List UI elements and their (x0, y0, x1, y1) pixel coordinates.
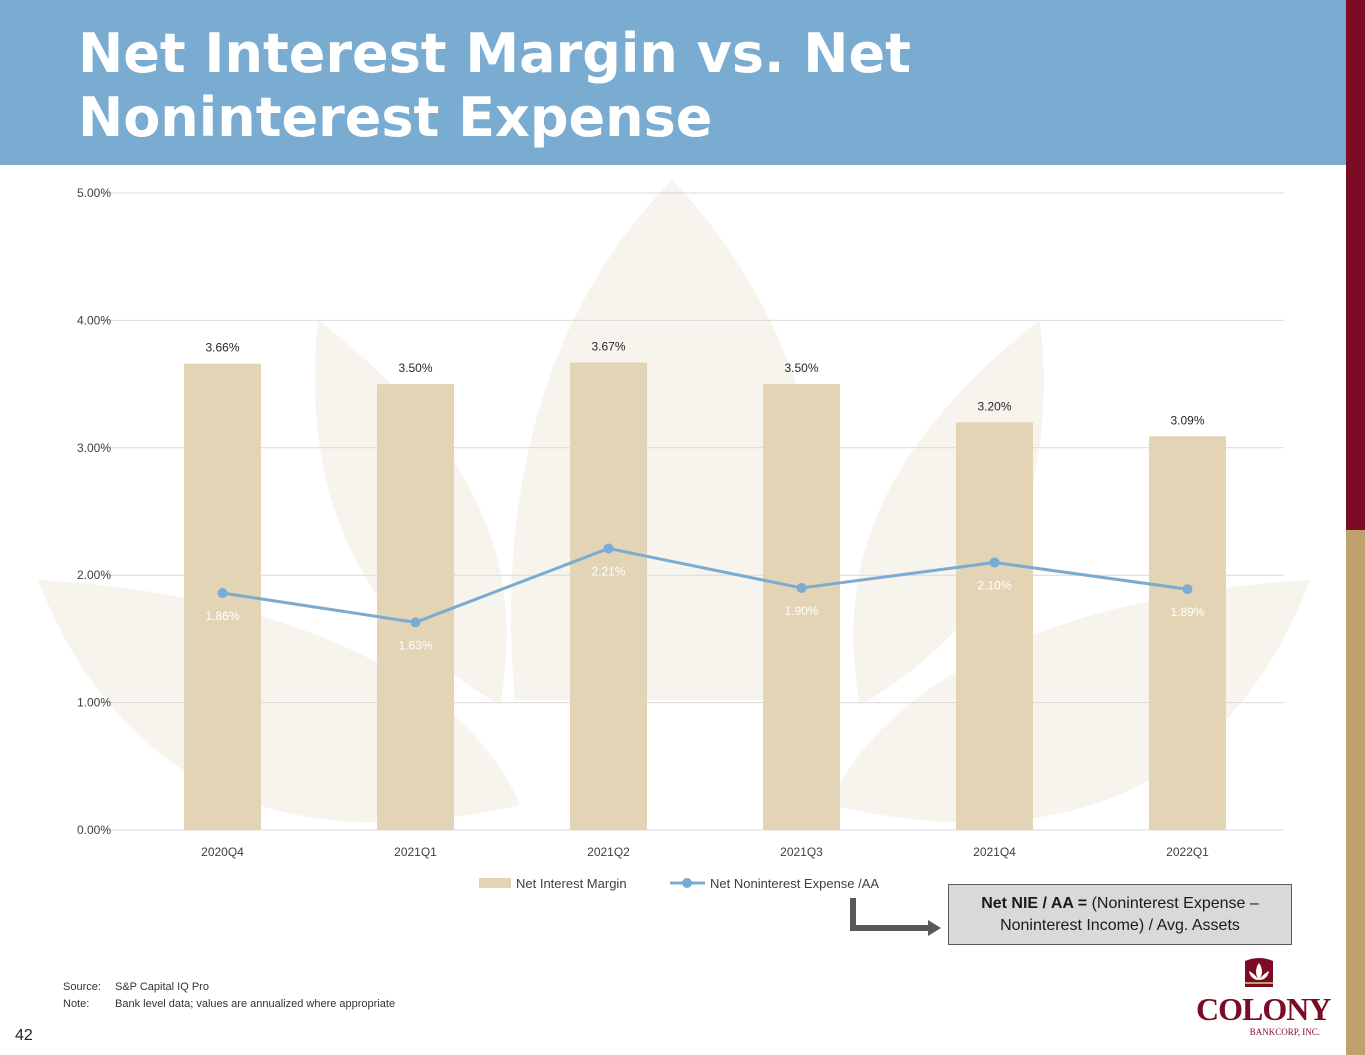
accent-stripe-gold (1346, 530, 1365, 1055)
bar-data-label: 3.67% (591, 339, 625, 353)
lotus-logo-icon (1245, 958, 1273, 987)
x-tick-label: 2021Q2 (587, 845, 630, 859)
legend-swatch-marker (682, 878, 692, 888)
source-key: Source: (63, 981, 101, 993)
bar-data-label: 3.50% (398, 361, 432, 375)
logo-wordmark: COLONY (1196, 991, 1331, 1027)
formula-line2: Noninterest Income) / Avg. Assets (1000, 917, 1240, 934)
line-point (217, 588, 228, 599)
x-tick-label: 2020Q4 (201, 845, 244, 859)
chart: 3.66% 3.50% 3.67% 3.50% 3.20% 3.09% 1.86% 1.63… (38, 180, 1310, 891)
legend-label: Net Noninterest Expense /AA (710, 876, 879, 891)
line-net-noninterest-expense (222, 546, 1188, 624)
bar-net-interest-margin (570, 362, 647, 830)
line-data-label: 2.10% (977, 578, 1011, 592)
logo-subtitle: BANKCORP, INC. (1249, 1027, 1320, 1037)
title-banner: Net Interest Margin vs. Net Noninterest … (0, 0, 1346, 165)
bar-data-label: 3.50% (784, 361, 818, 375)
x-tick-label: 2021Q3 (780, 845, 823, 859)
bar-net-interest-margin (377, 384, 454, 830)
line-point (796, 582, 807, 593)
page-number: 42 (15, 1027, 33, 1044)
line-point (603, 543, 614, 554)
accent-stripe-maroon (1346, 0, 1365, 530)
x-tick-label: 2022Q1 (1166, 845, 1209, 859)
formula-callout: Net NIE / AA = (Noninterest Expense – No… (948, 884, 1292, 945)
formula-line1: (Noninterest Expense – (1087, 895, 1259, 912)
y-tick-label: 0.00% (77, 823, 111, 837)
colony-logo: COLONY BANKCORP, INC. (1196, 955, 1331, 1040)
bar-net-interest-margin (956, 422, 1033, 830)
bar-net-interest-margin (1149, 436, 1226, 830)
footnotes: Source: S&P Capital IQ Pro Note: Bank leve… (63, 979, 395, 1013)
line-data-label: 1.89% (1170, 605, 1204, 619)
y-tick-label: 3.00% (77, 441, 111, 455)
x-tick-label: 2021Q1 (394, 845, 437, 859)
line-point (1182, 584, 1193, 595)
page-title: Net Interest Margin vs. Net Noninterest … (78, 22, 911, 149)
note-value: Bank level data; values are annualized w… (115, 998, 396, 1010)
line-data-label: 1.90% (784, 604, 818, 618)
y-tick-label: 2.00% (77, 568, 111, 582)
line-point (989, 557, 1000, 568)
line-data-label: 2.21% (591, 564, 625, 578)
source-value: S&P Capital IQ Pro (115, 981, 209, 993)
legend-swatch-bar (479, 878, 511, 888)
line-point (410, 617, 421, 628)
bar-data-label: 3.20% (977, 399, 1011, 413)
y-tick-label: 1.00% (77, 696, 111, 710)
y-tick-label: 5.00% (77, 186, 111, 200)
formula-term: Net NIE / AA = (981, 895, 1088, 912)
note-key: Note: (63, 998, 90, 1010)
bar-data-label: 3.66% (205, 341, 239, 355)
bar-data-label: 3.09% (1170, 413, 1204, 427)
legend-label: Net Interest Margin (516, 876, 627, 891)
y-tick-label: 4.00% (77, 313, 111, 327)
x-tick-label: 2021Q4 (973, 845, 1016, 859)
line-data-label: 1.86% (205, 609, 239, 623)
line-data-label: 1.63% (398, 638, 432, 652)
callout-arrow (850, 898, 941, 936)
bar-net-interest-margin (763, 384, 840, 830)
